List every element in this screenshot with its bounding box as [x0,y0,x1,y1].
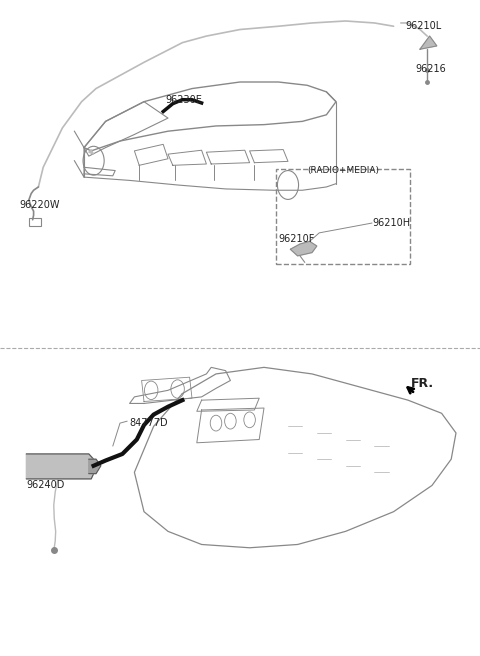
Text: (RADIO+MEDIA): (RADIO+MEDIA) [307,166,379,175]
Bar [29,218,41,226]
Polygon shape [89,459,101,474]
Text: 96210L: 96210L [406,21,442,31]
Bar [36,464,47,474]
Polygon shape [89,150,94,154]
Polygon shape [290,241,317,256]
Text: 84777D: 84777D [130,418,168,428]
Polygon shape [420,36,437,49]
Text: 96210F: 96210F [278,234,315,245]
Text: 96210H: 96210H [372,218,410,228]
Bar [53,464,63,474]
Bar [70,464,80,474]
Text: 96240D: 96240D [26,480,65,491]
Polygon shape [26,454,96,479]
Text: FR.: FR. [410,377,433,390]
Text: 96220W: 96220W [19,199,60,210]
Text: 96216: 96216 [415,64,446,74]
Text: 96230E: 96230E [166,94,203,105]
